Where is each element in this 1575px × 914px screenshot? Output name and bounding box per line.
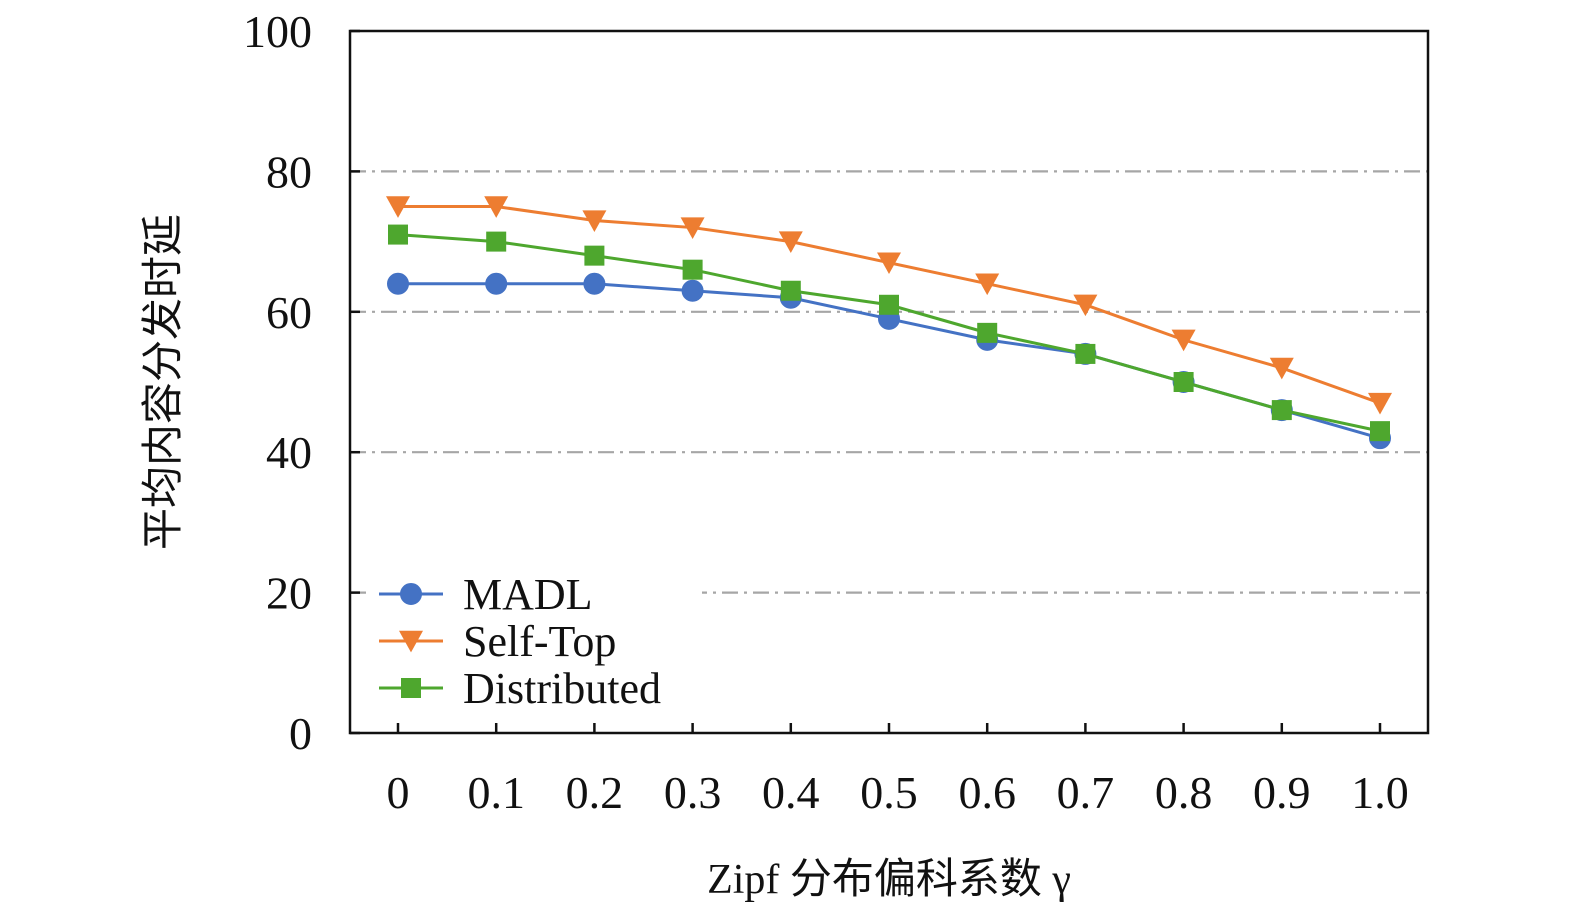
data-point-self-top bbox=[386, 196, 410, 218]
legend-marker-self-top bbox=[399, 630, 423, 653]
data-point-self-top bbox=[877, 252, 901, 275]
x-tick-label: 0.1 bbox=[467, 767, 525, 818]
data-point-distributed bbox=[584, 245, 605, 266]
series-self-top bbox=[386, 196, 1392, 415]
legend-label-madl: MADL bbox=[463, 570, 593, 619]
data-point-distributed bbox=[879, 294, 899, 315]
x-tick-label: 0.3 bbox=[664, 767, 722, 818]
data-point-self-top bbox=[582, 210, 607, 232]
data-point-madl bbox=[583, 272, 606, 295]
y-tick-label: 60 bbox=[266, 287, 312, 338]
data-point-distributed bbox=[977, 322, 998, 343]
data-point-self-top bbox=[680, 217, 705, 239]
y-tick-label: 80 bbox=[266, 146, 312, 197]
x-tick-label: 0.9 bbox=[1253, 767, 1311, 818]
data-point-distributed bbox=[1271, 400, 1292, 421]
data-point-distributed bbox=[780, 280, 801, 301]
x-tick-label: 0.7 bbox=[1057, 767, 1115, 818]
y-tick-label: 20 bbox=[266, 568, 312, 619]
x-tick-label: 0.4 bbox=[762, 767, 820, 818]
data-point-distributed bbox=[1173, 372, 1194, 392]
x-tick-label: 0.2 bbox=[566, 767, 624, 818]
legend-marker-distributed bbox=[401, 678, 421, 698]
series-layer bbox=[386, 196, 1392, 450]
y-axis-label: 平均内容分发时延 bbox=[140, 214, 187, 550]
series-distributed bbox=[388, 224, 1390, 442]
data-point-self-top bbox=[778, 231, 803, 253]
x-tick-label: 1.0 bbox=[1351, 767, 1409, 818]
data-point-self-top bbox=[1269, 357, 1294, 380]
legend-label-self-top: Self-Top bbox=[463, 617, 616, 666]
data-point-self-top bbox=[975, 273, 1000, 296]
x-tick-label: 0.5 bbox=[860, 767, 918, 818]
data-point-distributed bbox=[1370, 421, 1390, 442]
data-point-distributed bbox=[486, 231, 507, 252]
y-tick-label: 40 bbox=[266, 427, 312, 478]
gridlines bbox=[350, 170, 1428, 594]
data-point-self-top bbox=[1368, 392, 1392, 415]
data-point-madl bbox=[681, 279, 704, 302]
legend-marker-madl bbox=[400, 583, 422, 605]
data-point-distributed bbox=[388, 224, 408, 245]
x-tick-label: 0.8 bbox=[1155, 767, 1213, 818]
axis-ticks: 0 20 40 60 80 100 0 0.1 0.2 0.3 0.4 0.5 0.6 0.7 0.8 0.9… bbox=[243, 6, 1409, 818]
data-point-self-top bbox=[1073, 294, 1098, 317]
data-point-self-top bbox=[484, 196, 509, 218]
x-axis-label: Zipf 分布偏科系数 γ bbox=[707, 857, 1071, 903]
data-point-distributed bbox=[682, 259, 703, 280]
y-tick-label: 100 bbox=[243, 6, 312, 57]
x-tick-label: 0.6 bbox=[958, 767, 1016, 818]
data-point-madl bbox=[387, 272, 409, 295]
legend-label-distributed: Distributed bbox=[463, 664, 661, 713]
data-point-madl bbox=[485, 272, 508, 295]
data-point-self-top bbox=[1171, 329, 1196, 352]
y-tick-label: 0 bbox=[289, 708, 312, 759]
x-tick-label: 0 bbox=[387, 767, 410, 818]
data-point-distributed bbox=[1075, 343, 1096, 364]
